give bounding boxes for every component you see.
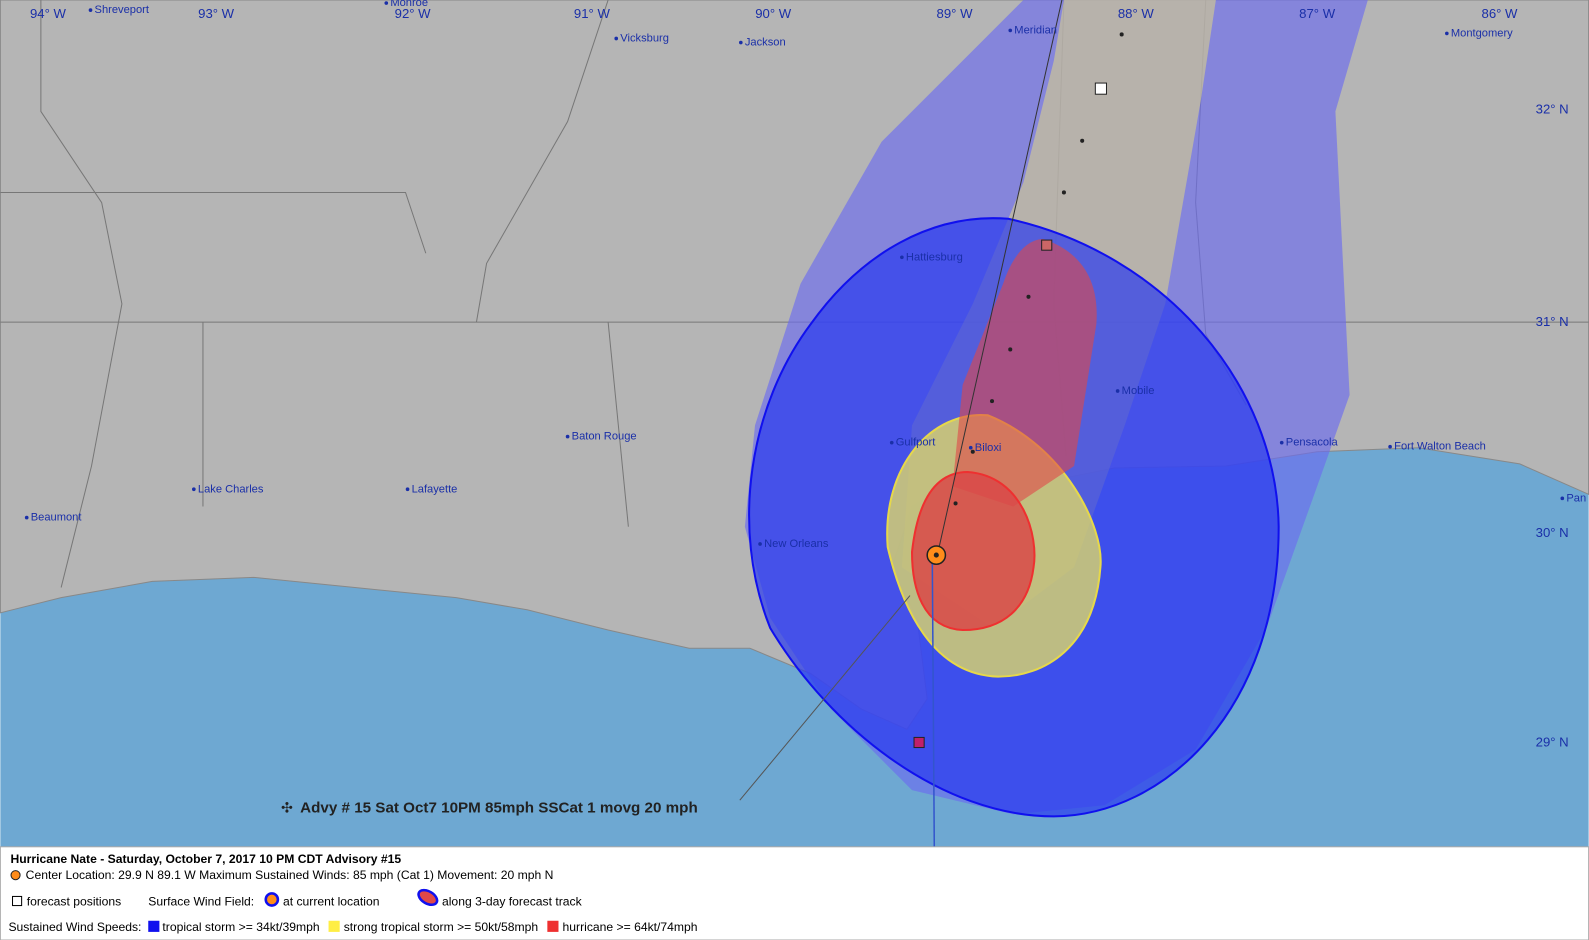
city-label: Pan: [1566, 492, 1586, 504]
legend-sts-swatch: [328, 920, 340, 932]
legend-ts: tropical storm >= 34kt/39mph: [162, 920, 319, 934]
legend-sts: strong tropical storm >= 50kt/58mph: [344, 920, 538, 934]
lon-label: 94° W: [30, 6, 67, 21]
city-label: Lake Charles: [198, 483, 264, 495]
annotation-icon: ✣: [281, 800, 293, 816]
wind-64kt-track: [952, 239, 1097, 507]
legend-square: [12, 895, 23, 907]
city-dot: [1008, 28, 1013, 33]
city-dot: [758, 542, 762, 546]
legend-wind-field: Surface Wind Field:: [148, 895, 254, 909]
legend-current: at current location: [283, 895, 380, 909]
wind-64kt: [910, 471, 1036, 632]
lat-label: 30° N: [1536, 525, 1569, 540]
forecast-position: [1041, 239, 1053, 251]
legend-forecast: forecast positions: [27, 895, 121, 909]
city-label: Vicksburg: [620, 33, 669, 45]
track-path: [936, 0, 1063, 556]
city-dot: [738, 40, 743, 45]
city-label: Beaumont: [31, 512, 83, 524]
city-dot: [88, 8, 93, 12]
lon-label: 91° W: [574, 6, 611, 21]
lon-label: 89° W: [937, 6, 974, 21]
legend-title: Hurricane Nate - Saturday, October 7, 20…: [10, 852, 401, 866]
city-dot: [1445, 31, 1449, 36]
city-dot: [968, 445, 973, 450]
lat-label: 32° N: [1536, 101, 1569, 116]
legend-hu-swatch: [547, 920, 559, 932]
lon-label: 87° W: [1299, 6, 1336, 21]
city-dot: [900, 255, 904, 260]
city-dot: [614, 36, 619, 41]
city-label: Pensacola: [1286, 437, 1339, 449]
city-dot: [384, 1, 389, 5]
legend-track-icon: [417, 888, 439, 907]
lat-label: 29° N: [1536, 735, 1569, 750]
city-dot: [1388, 444, 1392, 449]
annotation: Advy # 15 Sat Oct7 10PM 85mph SSCat 1 mo…: [300, 799, 698, 816]
city-label: Jackson: [745, 37, 786, 49]
legend-track: along 3-day forecast track: [442, 895, 583, 909]
city-dot: [192, 487, 196, 492]
city-dot: [1560, 496, 1565, 501]
lon-label: 86° W: [1482, 6, 1519, 21]
city-label: Meridian: [1014, 24, 1057, 36]
city-dot: [405, 487, 410, 492]
legend-ts-swatch: [148, 920, 160, 932]
city-dot: [889, 440, 894, 445]
forecast-position: [1094, 82, 1107, 95]
legend-panel: [0, 846, 1589, 940]
lon-label: 93° W: [198, 6, 235, 21]
legend-center-icon: [10, 870, 21, 881]
legend-hu: hurricane >= 64kt/74mph: [563, 920, 698, 934]
lon-label: 88° W: [1118, 6, 1155, 21]
city-dot: [24, 515, 29, 520]
lon-label: 90° W: [755, 6, 792, 21]
city-label: Monroe: [390, 0, 428, 9]
lat-label: 31° N: [1536, 314, 1569, 329]
city-label: Lafayette: [412, 483, 458, 495]
labels: 94° W 93° W 92° W 91° W 90° W 89° W 88° W 87° W…: [24, 0, 1586, 750]
city-label: Gulfport: [896, 437, 936, 449]
city-label: Mobile: [1122, 385, 1155, 397]
city-label: Shreveport: [95, 4, 150, 16]
forecast-points: [953, 32, 1124, 506]
city-dot: [565, 434, 570, 439]
past-position: [913, 736, 925, 749]
track-line: [931, 555, 936, 847]
city-dot: [1279, 440, 1284, 445]
city-dot: [1115, 389, 1120, 393]
legend-center: Center Location: 29.9 N 89.1 W Maximum S…: [26, 868, 554, 882]
city-label: Biloxi: [975, 442, 1002, 454]
annotation-leader: [739, 595, 911, 801]
city-label: Fort Walton Beach: [1394, 441, 1486, 453]
city-label: New Orleans: [764, 538, 829, 550]
city-label: Baton Rouge: [572, 431, 637, 443]
city-label: Hattiesburg: [906, 251, 963, 263]
lon-label: 92° W: [395, 6, 432, 21]
legend-current-icon: [264, 892, 280, 907]
current-center-dot: [933, 552, 939, 558]
legend-sustained: Sustained Wind Speeds:: [8, 920, 141, 934]
city-label: Montgomery: [1451, 27, 1513, 39]
